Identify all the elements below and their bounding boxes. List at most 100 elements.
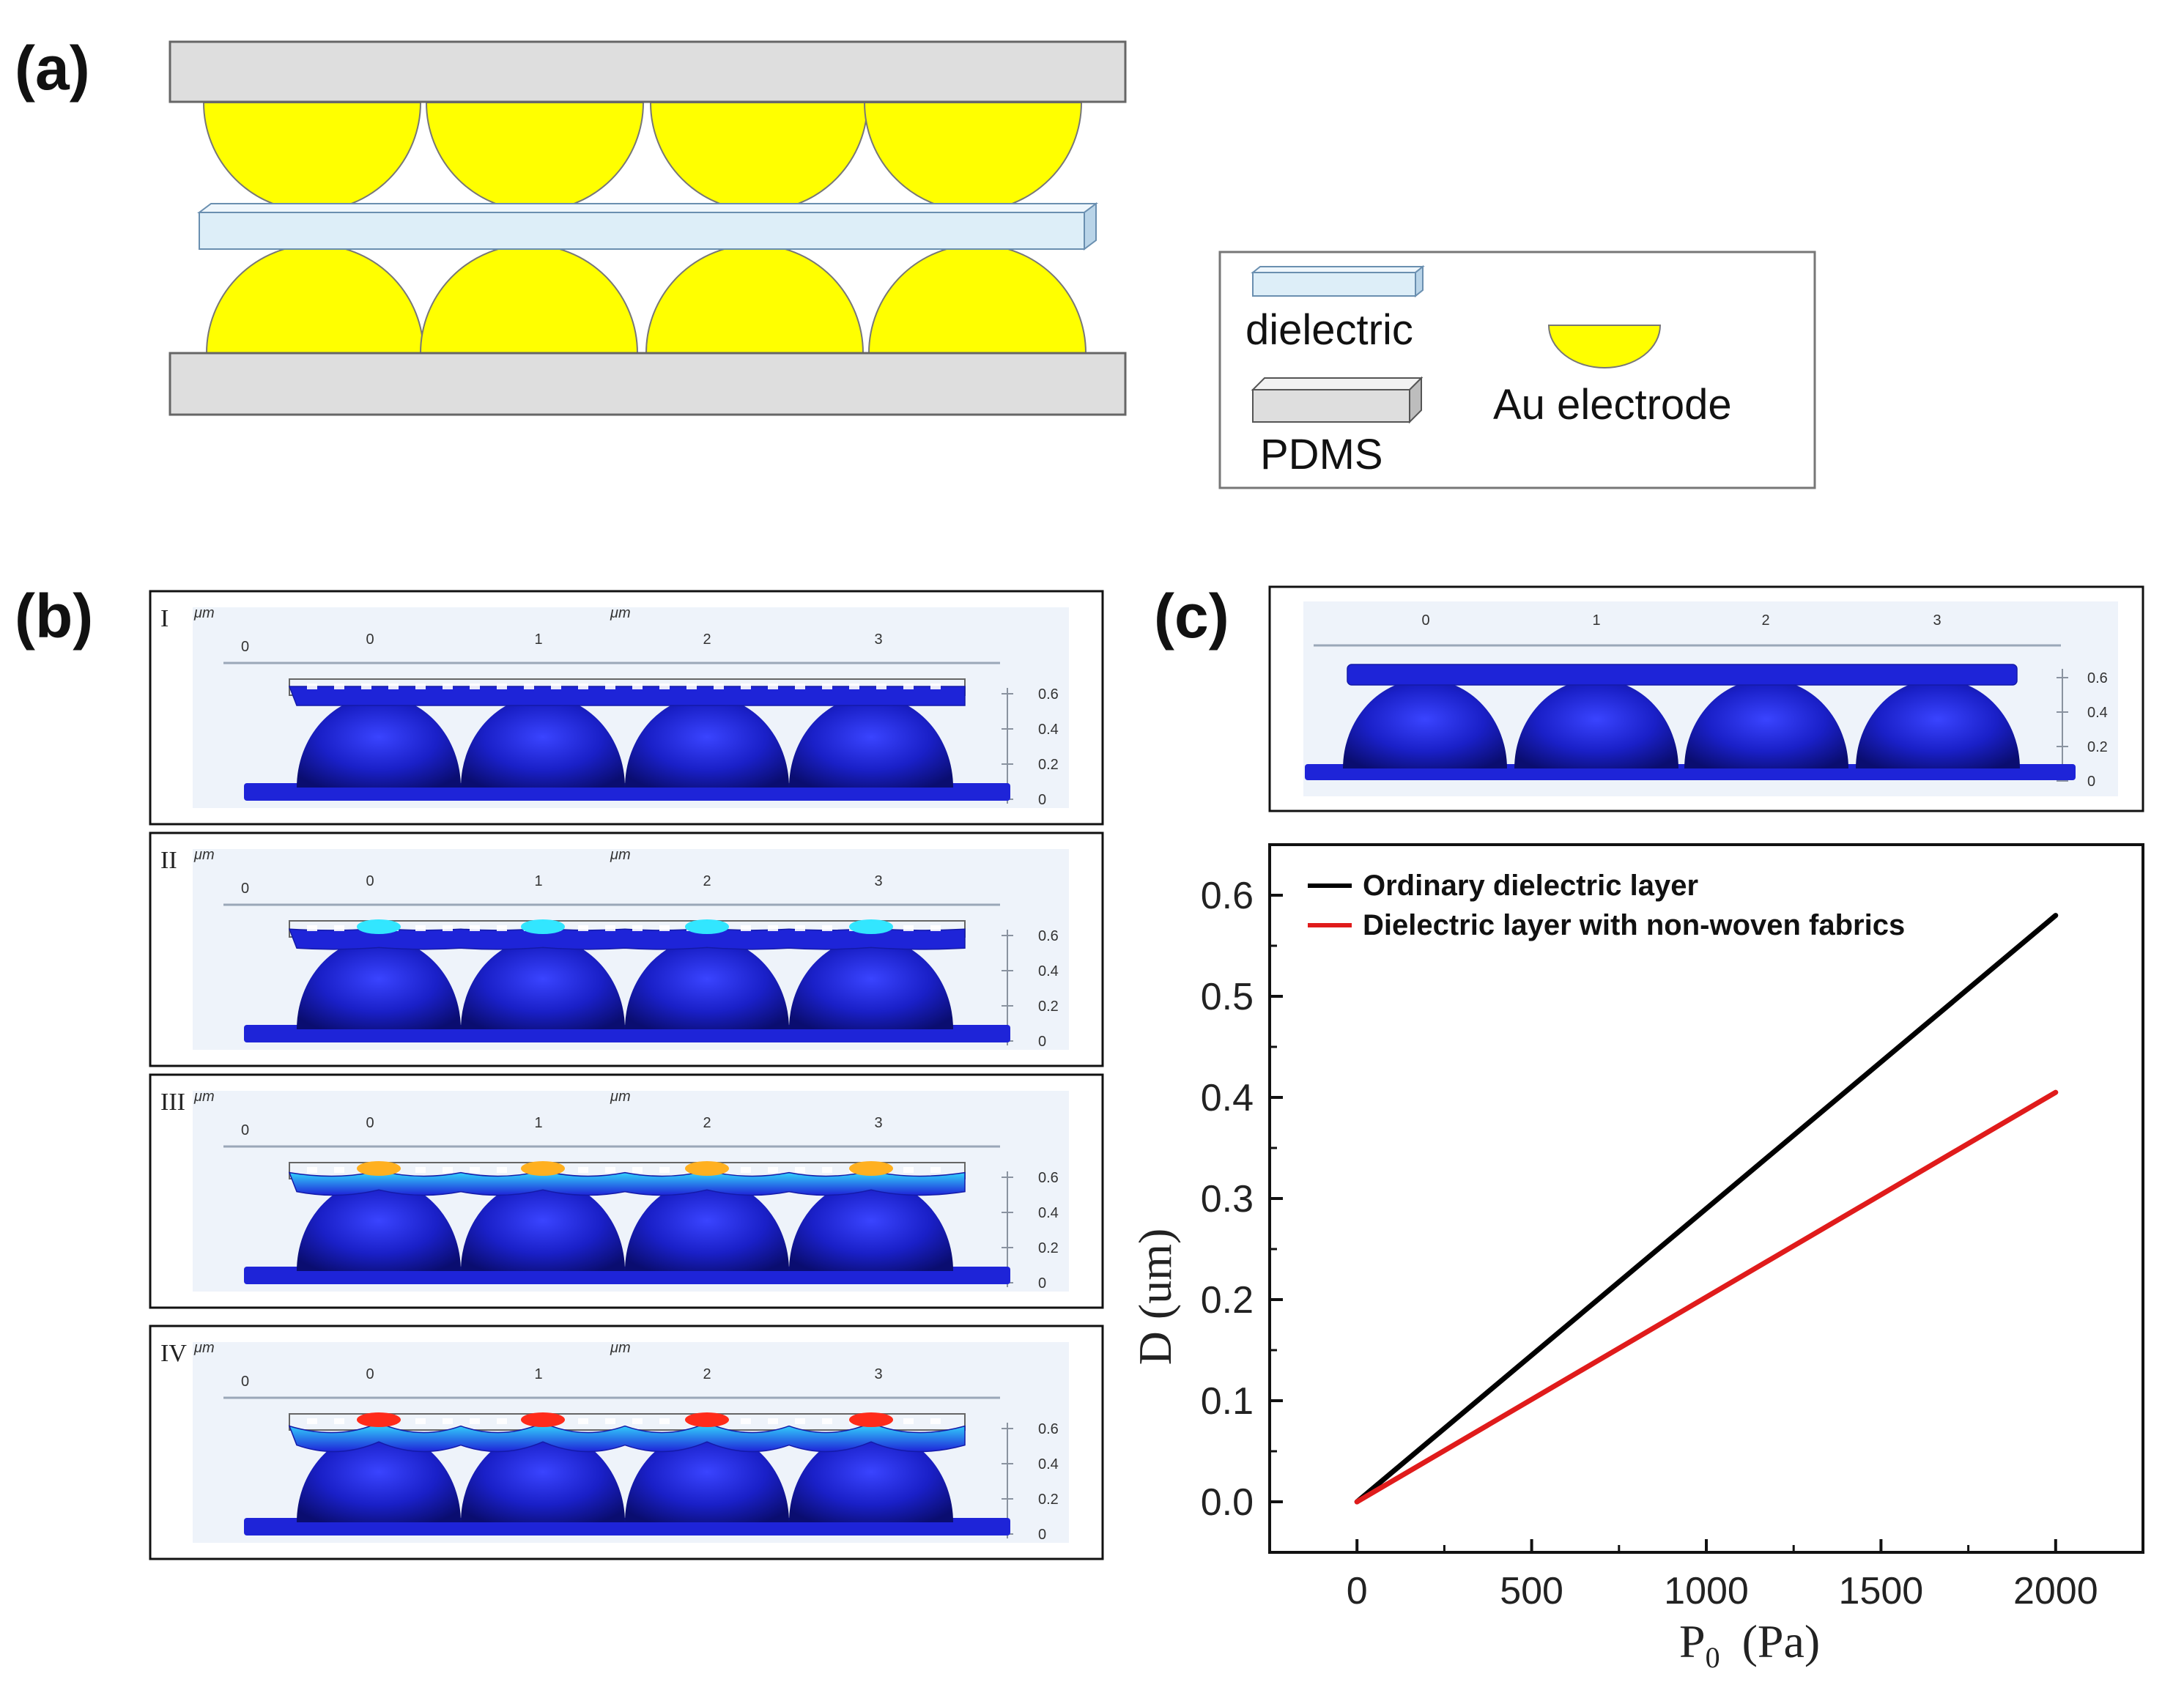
dielectric-mesh-hole — [443, 684, 453, 689]
dielectric-mesh-hole — [605, 684, 615, 689]
y-tick-label: 0.2 — [1201, 1279, 1254, 1322]
y-tick-label: 0.6 — [1038, 928, 1059, 944]
dielectric-mesh-hole — [388, 684, 399, 689]
x-tick-label: 1 — [1592, 612, 1600, 629]
y-tick-label: 0.4 — [1038, 1456, 1059, 1472]
dielectric-mesh-hole — [470, 1418, 480, 1424]
au-electrode-bottom-1 — [205, 244, 425, 354]
x-axis-title-unit: (Pa) — [1742, 1615, 1821, 1667]
y-tick-label: 0.2 — [1038, 1492, 1059, 1508]
dielectric-mesh-hole — [930, 1418, 941, 1424]
y-tick-label: 0.4 — [1201, 1077, 1254, 1119]
dielectric-mesh-hole — [795, 1418, 805, 1424]
x-tick-label: 2 — [1761, 612, 1769, 629]
dielectric-mesh-hole — [307, 925, 317, 931]
dielectric-mesh-hole — [497, 684, 507, 689]
dielectric-mesh-hole — [578, 925, 588, 931]
dielectric-mesh-hole — [470, 684, 480, 689]
dielectric-mesh-hole — [415, 1418, 426, 1424]
dielectric-layer — [288, 1422, 966, 1453]
y-tick-label: 0.6 — [2087, 670, 2108, 686]
legend-a: dielectric PDMS Au electrode — [1218, 251, 1816, 489]
unit-label-center: μm — [610, 847, 631, 863]
dielectric-layer — [1347, 664, 2018, 686]
unit-label-center: μm — [610, 605, 631, 621]
dielectric-mesh-hole — [334, 925, 344, 931]
sphere-electrode — [1514, 679, 1678, 768]
axis-zero-label: 0 — [241, 639, 249, 655]
sim-panel-c-group: 0 1 2 3 0.6 0.4 0.2 0 — [1268, 585, 2144, 812]
sphere-electrode — [297, 1431, 461, 1522]
stress-hotspot — [685, 1412, 729, 1427]
dielectric-slab — [199, 212, 1085, 250]
x-tick-label: 3 — [874, 1366, 882, 1382]
legend-dielectric-side — [1415, 264, 1424, 298]
sphere-electrode — [461, 696, 625, 788]
x-tick-label: 1500 — [1839, 1570, 1924, 1612]
dielectric-layer — [288, 686, 966, 706]
dielectric-mesh-hole — [849, 684, 859, 689]
x-axis-title-main: P — [1679, 1615, 1706, 1667]
x-tick-label: 2000 — [2013, 1570, 2098, 1612]
dielectric-mesh-hole — [443, 1167, 453, 1173]
dielectric-mesh-hole — [659, 925, 670, 931]
y-tick-label: 0.6 — [1038, 1170, 1059, 1186]
dielectric-mesh-hole — [443, 1418, 453, 1424]
axis-zero-label: 0 — [241, 881, 249, 897]
x-axis-title: P0 (Pa) — [1679, 1615, 1820, 1674]
sphere-electrode — [789, 696, 953, 788]
y-tick-label: 0.2 — [1038, 999, 1059, 1015]
x-tick-label: 2 — [703, 1115, 711, 1131]
y-tick-label: 0.6 — [1038, 686, 1059, 703]
sphere-electrode — [625, 696, 789, 788]
x-tick-label: 3 — [874, 631, 882, 648]
unit-label-center: μm — [610, 1340, 631, 1356]
y-tick-label: 0.3 — [1201, 1178, 1254, 1220]
au-electrode-bottom-3 — [645, 244, 865, 354]
dielectric-mesh-hole — [443, 925, 453, 931]
dielectric-mesh-hole — [334, 684, 344, 689]
y-tick-label: 0 — [1038, 1034, 1046, 1050]
unit-label-center: μm — [610, 1089, 631, 1105]
legend-pdms-label: PDMS — [1260, 431, 1383, 478]
dielectric-mesh-hole — [497, 1167, 507, 1173]
sphere-electrode — [625, 1179, 789, 1271]
dielectric-mesh-hole — [659, 684, 670, 689]
y-tick-label: 0.2 — [2087, 739, 2108, 755]
sphere-electrode — [297, 1179, 461, 1271]
x-tick-label: 1 — [534, 631, 542, 648]
line-chart: 0 500 1000 1500 2000 0.0 0.1 0.2 0.3 0.4 0.5 0.6 Or… — [1129, 843, 2144, 1674]
x-tick-label: 1 — [534, 1366, 542, 1382]
stress-hotspot — [357, 919, 401, 934]
panel-label-c: (c) — [1154, 582, 1229, 651]
dielectric-mesh-hole — [632, 1418, 643, 1424]
sphere-electrode — [461, 938, 625, 1029]
legend-label-nonwoven: Dielectric layer with non-woven fabrics — [1363, 909, 1905, 941]
simulation-panel-c: 0 1 2 3 0.6 0.4 0.2 0 — [1268, 585, 2144, 812]
dielectric-mesh-hole — [632, 925, 643, 931]
dielectric-mesh-hole — [415, 925, 426, 931]
stress-hotspot — [849, 1412, 893, 1427]
y-tick-label: 0.6 — [1201, 875, 1254, 917]
stress-hotspot — [521, 1161, 565, 1176]
legend-au-label: Au electrode — [1493, 381, 1732, 429]
dielectric-mesh-hole — [741, 1167, 751, 1173]
dielectric-mesh-hole — [714, 684, 724, 689]
dielectric-mesh-hole — [903, 684, 914, 689]
dielectric-mesh-hole — [768, 684, 778, 689]
dielectric-mesh-hole — [470, 1167, 480, 1173]
sphere-electrode — [297, 938, 461, 1029]
dielectric-mesh-hole — [659, 1167, 670, 1173]
y-tick-label: 0 — [2087, 774, 2095, 790]
dielectric-mesh-hole — [822, 684, 832, 689]
y-tick-label: 0.4 — [1038, 1205, 1059, 1221]
dielectric-mesh-hole — [497, 1418, 507, 1424]
stress-hotspot — [685, 919, 729, 934]
dielectric-mesh-hole — [930, 925, 941, 931]
unit-label-left: μm — [193, 1089, 215, 1105]
sphere-electrode — [789, 1179, 953, 1271]
dielectric-mesh-hole — [632, 1167, 643, 1173]
sphere-electrode — [461, 1431, 625, 1522]
